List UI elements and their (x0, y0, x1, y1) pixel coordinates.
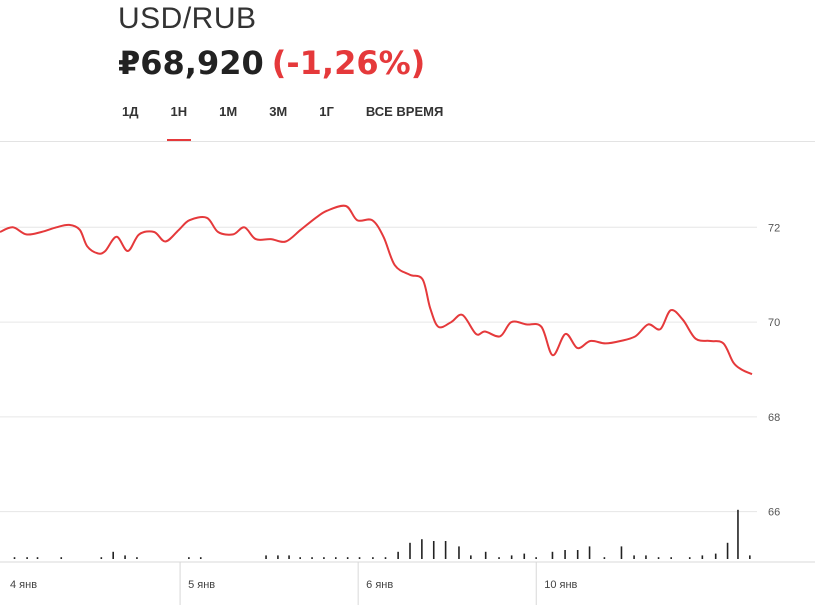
volume-bar (299, 557, 301, 559)
tab-1m[interactable]: 1М (219, 104, 238, 119)
volume-bar (384, 557, 387, 559)
volume-bar (603, 557, 606, 559)
tab-1y[interactable]: 1Г (319, 104, 334, 119)
volume-bar (588, 546, 591, 559)
y-tick-label: 70 (768, 317, 780, 329)
volume-bar (470, 555, 472, 559)
volume-bar (432, 541, 435, 559)
volume-bar (444, 541, 447, 559)
volume-bar (737, 509, 739, 559)
volume-bar (13, 557, 16, 559)
tab-1w[interactable]: 1Н (159, 100, 200, 142)
volume-bar (551, 551, 554, 559)
volume-bar (36, 557, 39, 559)
volume-bar (323, 557, 325, 559)
volume-bar (188, 557, 190, 559)
volume-bar (576, 550, 579, 559)
volume-bar (498, 557, 500, 559)
y-tick-label: 68 (768, 412, 780, 424)
x-tick-label: 5 янв (188, 579, 215, 591)
price-chart[interactable]: 66 68 70 72 4 янв 5 янв 6 янв 10 янв (0, 142, 815, 605)
volume-bar (372, 557, 374, 559)
volume-bar (346, 557, 349, 559)
volume-bar (60, 557, 63, 559)
volume-bar (620, 546, 623, 559)
period-tabs: 1Д 1Н 1М 3М 1Г ВСЕ ВРЕМЯ (110, 100, 455, 142)
price-change: (-1,26%) (271, 44, 426, 82)
volume-bar (265, 555, 267, 559)
volume-bar (484, 551, 487, 559)
volume-bar (311, 557, 313, 559)
volume-bar (535, 557, 537, 559)
volume-bar (124, 555, 126, 559)
volume-bar (458, 546, 460, 559)
price-row: ₽68,920 (-1,26%) (118, 44, 425, 82)
volume-bar (136, 557, 138, 559)
tab-3m[interactable]: 3М (269, 104, 288, 119)
volume-bar (726, 542, 729, 559)
volume-bar (523, 553, 526, 559)
volume-bar (397, 551, 399, 559)
currency-pair-title: USD/RUB (118, 2, 257, 35)
volume-bar (112, 551, 114, 559)
volume-bar (749, 555, 751, 559)
x-tick-label: 4 янв (10, 579, 37, 591)
volume-bar (645, 555, 647, 559)
volume-bar (701, 555, 704, 559)
x-tick-label: 10 янв (544, 579, 577, 591)
y-tick-label: 66 (768, 507, 780, 519)
volume-bar (657, 557, 660, 559)
volume-bar (688, 557, 691, 559)
y-tick-label: 72 (768, 222, 780, 234)
tab-1d[interactable]: 1Д (122, 104, 139, 119)
header-divider (0, 141, 815, 142)
volume-bar (421, 539, 423, 559)
volume-bar (26, 557, 28, 559)
price-line (0, 204, 753, 376)
volume-bar (100, 557, 103, 559)
tab-all-time[interactable]: ВСЕ ВРЕМЯ (365, 104, 444, 119)
volume-bar (358, 557, 361, 559)
volume-bar (714, 553, 717, 559)
volume-bar (564, 550, 566, 559)
volume-bar (633, 555, 635, 559)
volume-bar (409, 542, 411, 559)
volume-bar (670, 557, 672, 559)
volume-bar (277, 555, 279, 559)
current-price: ₽68,920 (118, 44, 264, 82)
volume-bar (199, 557, 202, 559)
volume-bar (510, 555, 513, 559)
volume-bar (288, 555, 290, 559)
volume-bar (334, 557, 337, 559)
x-tick-label: 6 янв (366, 579, 393, 591)
